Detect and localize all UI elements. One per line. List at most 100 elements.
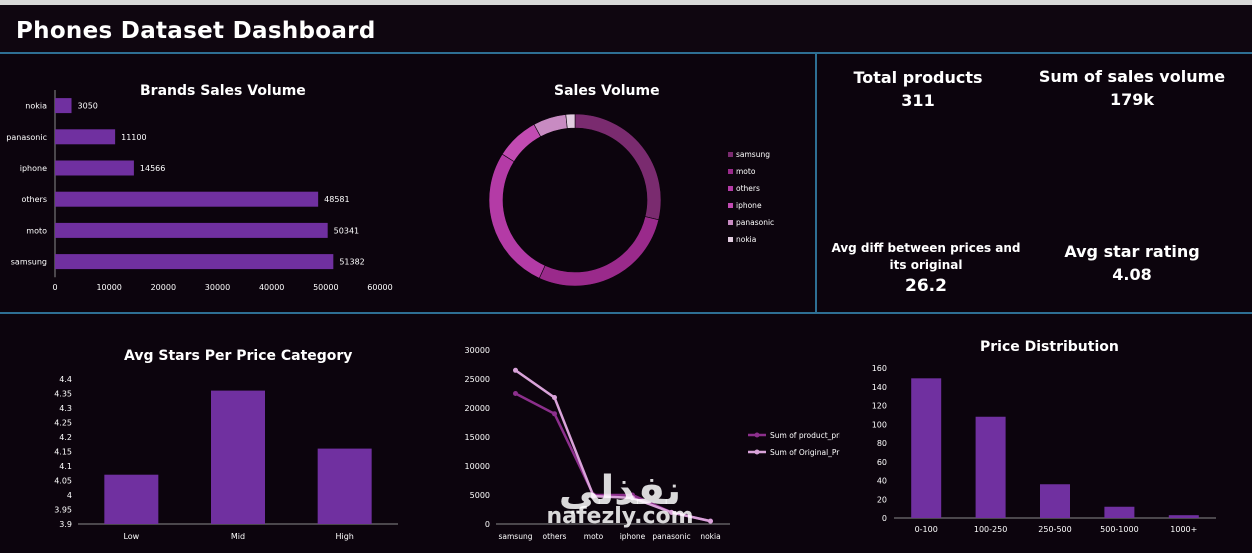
line-series-path bbox=[514, 369, 711, 523]
donut-slice bbox=[574, 113, 662, 221]
kpi-avg-diff-value: 26.2 bbox=[905, 276, 947, 296]
line-series-point bbox=[513, 391, 518, 396]
kpi-avg-star-value: 4.08 bbox=[1112, 265, 1152, 284]
line-legend-marker bbox=[754, 432, 760, 438]
brands-bar bbox=[55, 160, 134, 176]
dist-y-tick: 0 bbox=[882, 514, 887, 523]
stars-y-tick: 3.9 bbox=[59, 520, 72, 529]
line-legend-label: Sum of Original_Price bbox=[770, 448, 840, 457]
brands-category-label: samsung bbox=[11, 258, 47, 267]
donut-slice bbox=[533, 114, 568, 138]
dist-y-tick: 140 bbox=[872, 383, 887, 392]
kpi-avg-star-label: Avg star rating bbox=[1064, 242, 1200, 261]
brands-category-label: panasonic bbox=[6, 133, 47, 142]
brands-data-label: 50341 bbox=[334, 226, 359, 235]
prices-line-chart: 30000 25000 20000 15000 10000 5000 0 samsung oth… bbox=[465, 346, 840, 541]
dist-bar bbox=[975, 416, 1006, 518]
brands-category-label: iphone bbox=[20, 164, 47, 173]
title-bar: Phones Dataset Dashboard bbox=[0, 5, 1252, 53]
brands-x-tick: 60000 bbox=[367, 283, 392, 292]
watermark-text: nafezly.com bbox=[546, 504, 694, 529]
stars-y-tick: 4.3 bbox=[59, 404, 72, 413]
dist-y-tick: 120 bbox=[872, 402, 887, 411]
stars-bar bbox=[104, 474, 159, 524]
brands-x-tick: 40000 bbox=[259, 283, 284, 292]
price-dist-title: Price Distribution bbox=[980, 339, 1119, 355]
line-series-point bbox=[552, 395, 557, 401]
dashboard-title: Phones Dataset Dashboard bbox=[16, 18, 376, 44]
line-x-label: samsung bbox=[499, 532, 533, 541]
line-legend-marker bbox=[754, 449, 760, 455]
dist-bar bbox=[911, 378, 942, 518]
stars-bar bbox=[211, 390, 265, 524]
kpi-total-products-label: Total products bbox=[853, 68, 983, 87]
dist-x-label: 500-1000 bbox=[1100, 525, 1139, 534]
brands-data-label: 48581 bbox=[324, 195, 349, 204]
line-series-point bbox=[708, 518, 713, 524]
top-border bbox=[0, 0, 1252, 5]
brands-bar bbox=[55, 222, 328, 238]
brands-bar bbox=[55, 129, 116, 145]
donut-legend-swatch bbox=[728, 169, 733, 174]
brands-sales-chart: nokia 3050 panasonic 11100 iphone 14566 others… bbox=[6, 90, 393, 292]
kpi-total-products-value: 311 bbox=[901, 91, 935, 110]
donut-legend-swatch bbox=[728, 237, 733, 242]
sales-volume-donut: samsung moto others iphone panasonic nokia bbox=[488, 113, 774, 287]
stars-y-tick: 4.25 bbox=[54, 419, 72, 428]
dist-y-tick: 40 bbox=[877, 477, 887, 486]
line-legend-label: Sum of product_price bbox=[770, 431, 840, 440]
kpi-avg-diff-label-line1: Avg diff between prices and bbox=[831, 241, 1021, 255]
stars-y-tick: 4.2 bbox=[59, 433, 72, 442]
brands-category-label: nokia bbox=[25, 102, 47, 111]
brands-x-tick: 10000 bbox=[96, 283, 121, 292]
donut-slice bbox=[488, 153, 546, 279]
stars-y-tick: 3.95 bbox=[54, 506, 72, 515]
dist-bar bbox=[1104, 506, 1135, 518]
donut-legend-label: nokia bbox=[736, 235, 756, 244]
brands-category-label: others bbox=[22, 195, 47, 204]
kpi-sum-sales-label: Sum of sales volume bbox=[1038, 67, 1226, 86]
stars-chart-title: Avg Stars Per Price Category bbox=[124, 348, 353, 364]
stars-y-tick: 4.05 bbox=[54, 477, 72, 486]
brands-x-tick: 50000 bbox=[313, 283, 338, 292]
stars-y-tick: 4.15 bbox=[54, 448, 72, 457]
line-x-label: others bbox=[543, 532, 567, 541]
line-series-point bbox=[513, 367, 518, 373]
stars-y-tick: 4.1 bbox=[59, 462, 72, 471]
stars-y-tick: 4 bbox=[67, 491, 72, 500]
stars-x-label: Low bbox=[123, 532, 139, 541]
line-x-label: iphone bbox=[620, 532, 646, 541]
stars-y-tick: 4.4 bbox=[59, 375, 72, 384]
dist-x-label: 100-250 bbox=[974, 525, 1007, 534]
donut-legend-swatch bbox=[728, 203, 733, 208]
dist-y-tick: 100 bbox=[872, 420, 887, 429]
line-y-tick: 5000 bbox=[470, 491, 490, 500]
donut-legend-swatch bbox=[728, 152, 733, 157]
brands-x-tick: 0 bbox=[52, 283, 57, 292]
line-series-point bbox=[630, 495, 635, 501]
stars-x-label: Mid bbox=[231, 532, 245, 541]
donut-chart-title: Sales Volume bbox=[554, 83, 660, 99]
watermark-logo: نفذلي nafezly.com bbox=[520, 470, 720, 550]
line-y-tick: 30000 bbox=[465, 346, 490, 355]
kpi-sum-sales-value: 179k bbox=[1109, 90, 1155, 109]
dist-x-label: 0-100 bbox=[915, 525, 938, 534]
brands-chart-title: Brands Sales Volume bbox=[140, 83, 306, 99]
brands-category-label: moto bbox=[26, 226, 47, 235]
brands-x-tick: 20000 bbox=[151, 283, 176, 292]
line-x-label: nokia bbox=[700, 532, 720, 541]
donut-legend-label: others bbox=[736, 184, 760, 193]
brands-data-label: 11100 bbox=[121, 133, 146, 142]
brands-data-label: 14566 bbox=[140, 164, 165, 173]
divider-middle bbox=[0, 312, 1252, 314]
donut-legend-label: panasonic bbox=[736, 218, 774, 227]
donut-legend-swatch bbox=[728, 186, 733, 191]
donut-legend-swatch bbox=[728, 220, 733, 225]
dist-bar bbox=[1168, 515, 1199, 518]
stars-x-label: High bbox=[335, 532, 353, 541]
line-y-tick: 20000 bbox=[465, 404, 490, 413]
line-y-tick: 0 bbox=[485, 520, 490, 529]
dist-y-tick: 80 bbox=[877, 439, 887, 448]
brands-data-label: 51382 bbox=[339, 258, 364, 267]
donut-slice bbox=[501, 123, 542, 162]
